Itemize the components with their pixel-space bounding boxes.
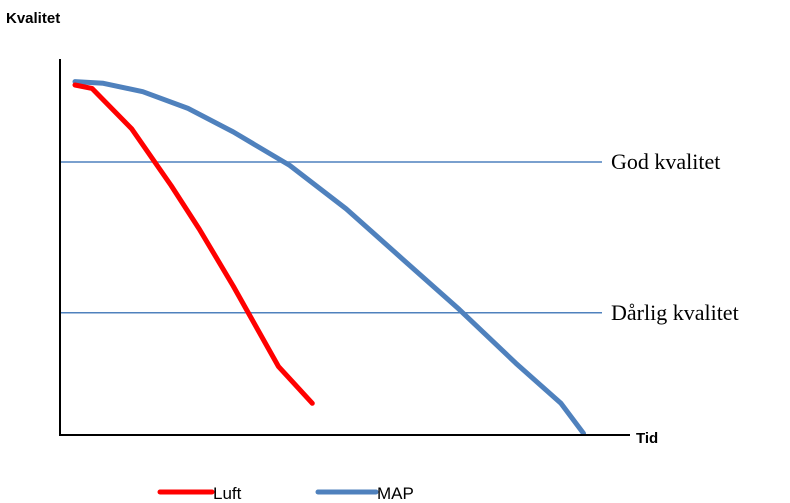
legend-label-map: MAP [377, 484, 414, 503]
y-axis-label: Kvalitet [6, 10, 60, 27]
reference-lines: God kvalitet Dårlig kvalitet [60, 149, 739, 325]
series-line-luft [72, 82, 315, 406]
reference-line-label-0: God kvalitet [611, 149, 720, 174]
legend: Luft MAP [157, 484, 414, 503]
x-axis-label: Tid [636, 430, 658, 447]
legend-label-luft: Luft [213, 484, 242, 503]
series-line-map [72, 79, 586, 436]
series-lines [72, 79, 586, 436]
reference-line-label-1: Dårlig kvalitet [611, 300, 739, 325]
